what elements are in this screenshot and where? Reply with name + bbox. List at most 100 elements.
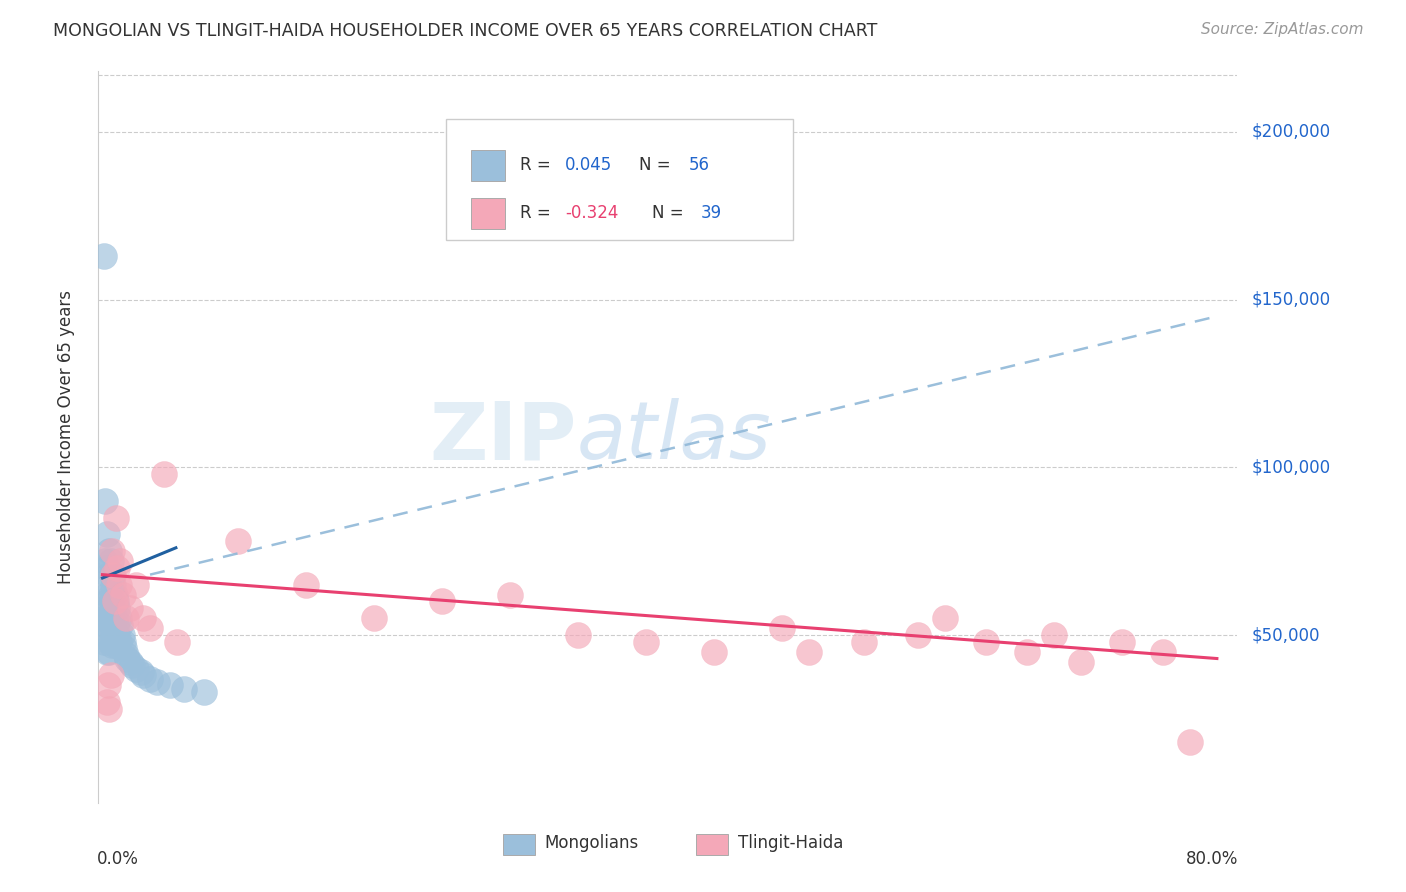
Point [1152, 645, 1174, 659]
Point [93, 249, 115, 263]
Point [799, 645, 821, 659]
Point [96, 645, 118, 659]
Point [96, 695, 118, 709]
Point [432, 594, 454, 608]
Point [100, 588, 122, 602]
Point [98, 601, 121, 615]
Point [118, 601, 141, 615]
Point [173, 681, 195, 696]
Point [125, 662, 148, 676]
Point [105, 618, 128, 632]
Text: MONGOLIAN VS TLINGIT-HAIDA HOUSEHOLDER INCOME OVER 65 YEARS CORRELATION CHART: MONGOLIAN VS TLINGIT-HAIDA HOUSEHOLDER I… [53, 22, 877, 40]
Text: $100,000: $100,000 [1251, 458, 1330, 476]
Point [98, 621, 121, 635]
Point [100, 554, 122, 568]
Text: R =: R = [520, 156, 551, 175]
Point [112, 641, 135, 656]
FancyBboxPatch shape [503, 833, 534, 855]
Point [139, 621, 162, 635]
Point [104, 634, 127, 648]
Point [152, 467, 174, 481]
Text: 80.0%: 80.0% [1187, 850, 1239, 868]
Point [107, 561, 129, 575]
Point [132, 611, 155, 625]
Point [97, 628, 120, 642]
Point [295, 578, 318, 592]
FancyBboxPatch shape [471, 198, 505, 228]
Point [363, 611, 385, 625]
Point [1015, 645, 1038, 659]
Point [101, 567, 124, 582]
Point [107, 634, 129, 648]
Text: -0.324: -0.324 [565, 204, 619, 222]
Point [934, 611, 956, 625]
Point [1178, 735, 1201, 749]
Point [146, 675, 169, 690]
Point [636, 634, 658, 648]
Text: N =: N = [652, 204, 683, 222]
Point [121, 658, 143, 673]
Point [101, 544, 124, 558]
Point [101, 594, 124, 608]
Point [108, 618, 131, 632]
Point [125, 578, 148, 592]
Text: Tlingit-Haida: Tlingit-Haida [738, 834, 844, 852]
Point [107, 601, 129, 615]
Point [98, 578, 121, 592]
Text: N =: N = [640, 156, 671, 175]
Text: atlas: atlas [576, 398, 772, 476]
Point [770, 621, 793, 635]
Point [228, 534, 250, 549]
Text: 0.0%: 0.0% [97, 850, 139, 868]
Point [166, 634, 188, 648]
Point [159, 678, 181, 692]
Point [98, 544, 121, 558]
Point [98, 645, 121, 659]
Point [98, 702, 121, 716]
Point [1111, 634, 1133, 648]
FancyBboxPatch shape [696, 833, 728, 855]
Point [107, 578, 129, 592]
Point [94, 554, 117, 568]
Point [97, 567, 120, 582]
Text: 39: 39 [700, 204, 723, 222]
Point [100, 634, 122, 648]
Point [96, 561, 118, 575]
Point [96, 527, 118, 541]
Point [105, 638, 128, 652]
Point [103, 601, 125, 615]
Point [107, 611, 129, 625]
Point [852, 634, 875, 648]
Text: Source: ZipAtlas.com: Source: ZipAtlas.com [1201, 22, 1364, 37]
Point [97, 678, 120, 692]
Text: 0.045: 0.045 [565, 156, 613, 175]
Point [94, 493, 117, 508]
Point [108, 554, 131, 568]
Point [114, 611, 136, 625]
Point [100, 668, 122, 682]
Point [101, 618, 124, 632]
Text: $150,000: $150,000 [1251, 291, 1330, 309]
Y-axis label: Householder Income Over 65 years: Householder Income Over 65 years [56, 290, 75, 584]
Point [104, 588, 127, 602]
Text: $50,000: $50,000 [1251, 626, 1320, 644]
Point [104, 594, 127, 608]
Point [118, 655, 141, 669]
Point [129, 665, 152, 679]
Point [96, 588, 118, 602]
Point [114, 648, 136, 662]
Point [93, 611, 115, 625]
Point [94, 611, 117, 625]
Point [111, 634, 134, 648]
Point [115, 651, 138, 665]
FancyBboxPatch shape [446, 119, 793, 240]
FancyBboxPatch shape [471, 150, 505, 181]
Point [110, 628, 132, 642]
Point [1043, 628, 1066, 642]
Point [100, 611, 122, 625]
Point [105, 594, 128, 608]
Point [103, 567, 125, 582]
Point [111, 588, 134, 602]
Point [105, 510, 128, 524]
Point [499, 588, 522, 602]
